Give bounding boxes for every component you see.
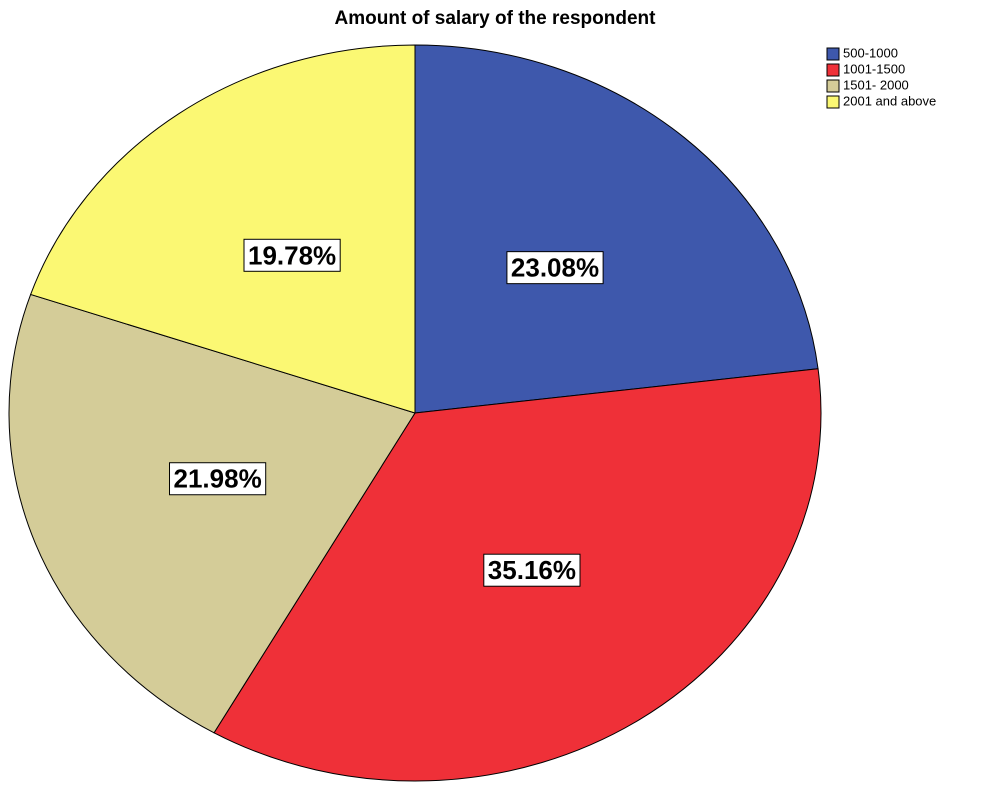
legend-label: 2001 and above — [843, 93, 936, 108]
legend-label: 1001-1500 — [843, 61, 905, 76]
data-label-box — [243, 238, 341, 272]
legend-swatch — [826, 63, 840, 77]
data-label: 35.16% — [488, 555, 576, 585]
pie-slice — [29, 44, 416, 414]
data-label-box — [169, 462, 267, 496]
pie-slice — [414, 44, 819, 414]
pie-slice — [8, 293, 416, 734]
data-label-box — [483, 553, 581, 587]
legend-swatch — [826, 47, 840, 61]
legend-swatch — [826, 79, 840, 93]
data-label: 23.08% — [511, 253, 599, 283]
chart-title: Amount of salary of the respondent — [335, 8, 657, 29]
data-label-box — [506, 251, 604, 285]
legend-label: 1501- 2000 — [843, 77, 909, 92]
data-label: 21.98% — [174, 464, 262, 494]
legend-swatch — [826, 95, 840, 109]
data-label: 19.78% — [248, 240, 336, 270]
legend-label: 500-1000 — [843, 45, 898, 60]
